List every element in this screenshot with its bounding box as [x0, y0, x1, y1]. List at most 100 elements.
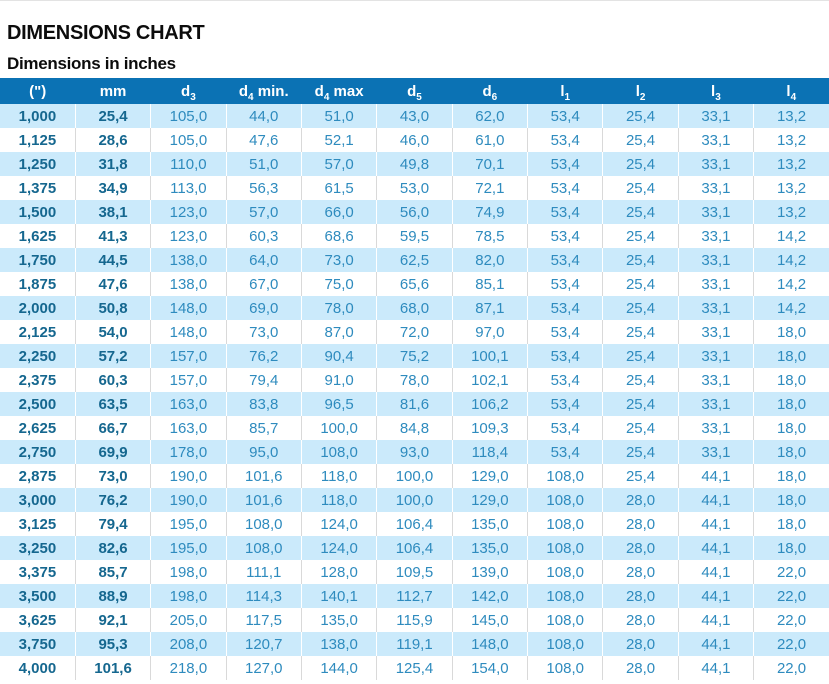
- dimension-value-cell: 57,0: [301, 152, 378, 176]
- dimension-value-cell: 53,4: [527, 296, 604, 320]
- dimensions-chart-page: DIMENSIONS CHART Dimensions in inches ("…: [0, 22, 829, 680]
- dimension-value-cell: 109,5: [376, 560, 453, 584]
- table-header-row: (") mm d3 d4 min. d4 max d5 d6 l1 l2 l3 l4: [0, 78, 829, 104]
- dimension-value-cell: 44,1: [678, 656, 755, 680]
- size-key-cell: 31,8: [75, 152, 152, 176]
- dimension-value-cell: 135,0: [452, 512, 529, 536]
- dimension-value-cell: 51,0: [301, 104, 378, 128]
- dimension-value-cell: 62,0: [452, 104, 529, 128]
- dimension-value-cell: 56,0: [376, 200, 453, 224]
- size-key-cell: 41,3: [75, 224, 152, 248]
- dimension-value-cell: 124,0: [301, 512, 378, 536]
- dimension-value-cell: 74,9: [452, 200, 529, 224]
- size-key-cell: 73,0: [75, 464, 152, 488]
- dimension-value-cell: 33,1: [678, 392, 755, 416]
- dimension-value-cell: 81,6: [376, 392, 453, 416]
- size-key-cell: 69,9: [75, 440, 152, 464]
- dimension-value-cell: 101,6: [226, 488, 302, 512]
- table-row: 2,250 57,2 157,0 76,2 90,4 75,2 100,1 53,4 25,4 3…: [0, 344, 829, 368]
- dimension-value-cell: 13,2: [776, 179, 807, 197]
- table-row: 1,250 31,8 110,0 51,0 57,0 49,8 70,1 53,4 25,4 33…: [0, 152, 829, 176]
- dimension-value-cell: 138,0: [301, 632, 378, 656]
- dimension-value-cell: 69,0: [226, 296, 302, 320]
- dimension-value-cell: 72,0: [376, 320, 453, 344]
- column-header-base: d: [238, 82, 249, 100]
- dimension-value-cell: 97,0: [452, 320, 529, 344]
- dimension-value-cell: 53,4: [527, 368, 604, 392]
- dimension-value-cell: 33,1: [678, 368, 755, 392]
- column-header: ("): [0, 78, 76, 104]
- dimension-value-cell: 87,1: [452, 296, 529, 320]
- size-key-cell: 3,750: [0, 632, 76, 656]
- dimension-value-cell: 14,2: [776, 251, 807, 269]
- dimension-value-cell: 33,1: [678, 200, 755, 224]
- dimension-value-cell: 22,0: [776, 587, 807, 605]
- dimension-value-cell: 108,0: [527, 608, 604, 632]
- size-key-cell: 38,1: [75, 200, 152, 224]
- page-title: DIMENSIONS CHART: [7, 22, 205, 44]
- size-key-cell: 85,7: [75, 560, 152, 584]
- dimension-value-cell: 53,4: [527, 272, 604, 296]
- column-header-base: d: [407, 82, 417, 100]
- size-key-cell: 1,000: [0, 104, 76, 128]
- dimensions-table: (") mm d3 d4 min. d4 max d5 d6 l1 l2 l3 l4 1,000 25…: [0, 78, 829, 680]
- column-header: d6: [452, 78, 528, 104]
- dimension-value-cell: 18,0: [776, 515, 807, 533]
- dimension-value-cell: 73,0: [226, 320, 302, 344]
- dimension-value-cell: 53,4: [527, 128, 604, 152]
- dimension-value-cell: 108,0: [527, 512, 604, 536]
- dimension-value-cell: 13,2: [776, 107, 807, 125]
- dimension-value-cell: 25,4: [602, 272, 679, 296]
- dimension-value-cell: 73,0: [301, 248, 378, 272]
- dimension-value-cell: 53,4: [527, 440, 604, 464]
- dimension-value-cell: 62,5: [376, 248, 453, 272]
- dimension-value-cell: 53,4: [527, 224, 604, 248]
- dimension-value-cell: 139,0: [452, 560, 529, 584]
- size-key-cell: 47,6: [75, 272, 152, 296]
- size-key-cell: 1,875: [0, 272, 76, 296]
- dimension-value-cell: 25,4: [602, 392, 679, 416]
- dimension-value-cell: 163,0: [150, 392, 227, 416]
- dimension-value-cell: 25,4: [602, 152, 679, 176]
- dimension-value-cell: 113,0: [150, 176, 227, 200]
- dimension-value-cell: 22,0: [776, 635, 807, 653]
- dimension-value-cell: 53,4: [527, 416, 604, 440]
- size-key-cell: 2,250: [0, 344, 76, 368]
- dimension-value-cell: 108,0: [226, 536, 302, 560]
- dimension-value-cell: 190,0: [150, 464, 227, 488]
- dimension-value-cell: 106,4: [376, 512, 453, 536]
- dimension-value-cell: 108,0: [527, 488, 604, 512]
- dimension-value-cell: 28,0: [602, 632, 679, 656]
- column-header: mm: [75, 78, 151, 104]
- page-subtitle: Dimensions in inches: [7, 54, 176, 73]
- dimension-value-cell: 100,0: [376, 488, 453, 512]
- dimension-value-cell: 100,0: [376, 464, 453, 488]
- dimension-value-cell: 44,1: [678, 536, 755, 560]
- dimension-value-cell: 129,0: [452, 464, 529, 488]
- dimension-value-cell: 123,0: [150, 224, 227, 248]
- dimension-value-cell: 61,5: [301, 176, 378, 200]
- dimension-value-cell: 25,4: [602, 248, 679, 272]
- size-key-cell: 3,000: [0, 488, 76, 512]
- column-header: d5: [376, 78, 453, 104]
- dimension-value-cell: 18,0: [776, 419, 807, 437]
- column-header-subscript: 5: [416, 91, 422, 103]
- column-header-suffix: max: [329, 82, 364, 100]
- size-key-cell: 2,000: [0, 296, 76, 320]
- size-key-cell: 2,625: [0, 416, 76, 440]
- dimension-value-cell: 148,0: [150, 296, 227, 320]
- dimension-value-cell: 142,0: [452, 584, 529, 608]
- size-key-cell: 54,0: [75, 320, 152, 344]
- dimension-value-cell: 56,3: [226, 176, 302, 200]
- table-row: 3,250 82,6 195,0 108,0 124,0 106,4 135,0 108,0 2…: [0, 536, 829, 560]
- dimension-value-cell: 25,4: [602, 296, 679, 320]
- size-key-cell: 4,000: [0, 656, 76, 680]
- dimension-value-cell: 18,0: [776, 443, 807, 461]
- dimension-value-cell: 123,0: [150, 200, 227, 224]
- table-body: 1,000 25,4 105,0 44,0 51,0 43,0 62,0 53,4 25,4 33…: [0, 104, 829, 680]
- dimension-value-cell: 208,0: [150, 632, 227, 656]
- column-header-base: l: [560, 82, 565, 100]
- size-key-cell: 3,625: [0, 608, 76, 632]
- dimension-value-cell: 140,1: [301, 584, 378, 608]
- dimension-value-cell: 128,0: [301, 560, 378, 584]
